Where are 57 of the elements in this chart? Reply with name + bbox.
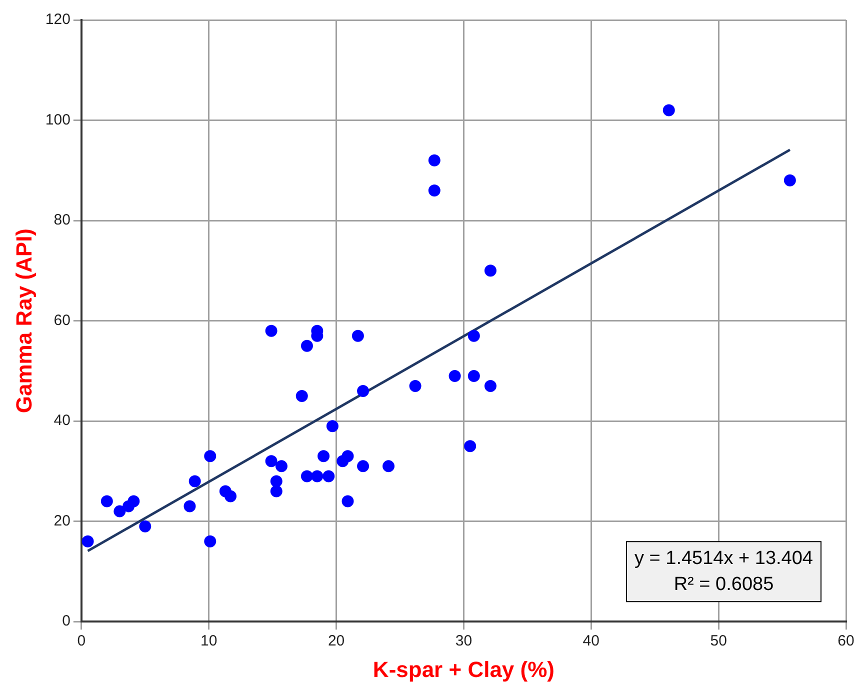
point <box>204 535 216 548</box>
point <box>484 380 496 392</box>
x-tick-label: 10 <box>200 632 218 650</box>
point <box>448 370 461 382</box>
point <box>265 455 278 468</box>
x-tick-label: 0 <box>77 632 86 650</box>
point <box>784 174 796 186</box>
point <box>188 475 201 488</box>
point <box>296 390 308 402</box>
point <box>300 470 313 482</box>
point <box>662 104 675 116</box>
y-tick-label: 120 <box>45 11 70 28</box>
point <box>82 535 94 548</box>
point <box>357 384 370 397</box>
y-tick-label: 60 <box>54 312 70 329</box>
point <box>184 500 196 512</box>
point <box>318 450 330 462</box>
point <box>265 324 278 337</box>
point <box>270 475 282 488</box>
point <box>352 330 364 342</box>
point <box>300 340 313 352</box>
y-tick-label: 0 <box>62 612 70 630</box>
y-tick-label: 20 <box>54 512 70 530</box>
y-tick-label: 100 <box>45 111 70 128</box>
point <box>114 505 126 518</box>
x-tick-label: 50 <box>710 632 727 650</box>
x-tick-label: 40 <box>582 632 600 650</box>
point <box>409 380 422 392</box>
x-tick-label: 30 <box>455 632 472 650</box>
point <box>326 420 338 432</box>
y-tick-label: 40 <box>54 412 70 430</box>
point <box>342 495 354 508</box>
x-axis-title: K-spar + Clay (%) <box>372 656 554 682</box>
y-tick-label: 80 <box>54 212 70 229</box>
point <box>204 450 216 462</box>
point <box>468 330 480 342</box>
x-tick-label: 60 <box>838 632 854 650</box>
point <box>468 370 480 382</box>
x-tick-label: 20 <box>328 632 345 650</box>
point <box>342 450 354 462</box>
point <box>139 520 152 532</box>
point <box>428 184 440 196</box>
point <box>270 485 282 498</box>
point <box>382 460 395 472</box>
point <box>224 490 237 502</box>
point <box>322 470 335 482</box>
point <box>128 495 140 508</box>
y-axis-title: Gamma Ray (API) <box>11 228 36 414</box>
point <box>100 495 113 508</box>
point <box>311 470 324 482</box>
point <box>484 264 496 277</box>
annotation: y = 1.4514x + 13.404 <box>634 548 814 569</box>
point <box>464 440 476 452</box>
point <box>275 460 288 472</box>
point <box>357 460 370 472</box>
annotation: R² = 0.6085 <box>674 574 774 595</box>
point <box>428 154 440 166</box>
